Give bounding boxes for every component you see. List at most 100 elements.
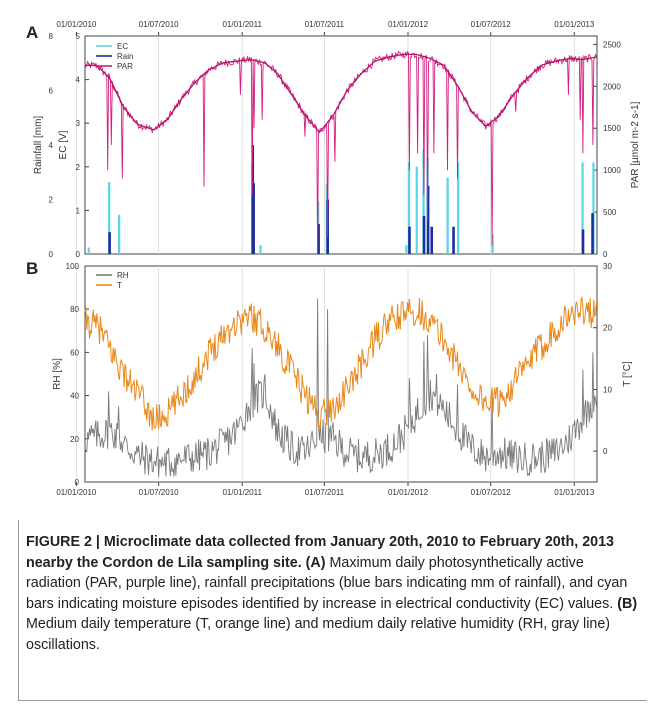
panel-a-top-tick-label: 01/07/2012 xyxy=(471,20,512,29)
panel-b-bottom-x-ticks: 01/01/2010 01/07/2010 01/01/2011 01/07/2011… xyxy=(56,482,595,497)
panel-b-bottom-tick-label: 01/07/2011 xyxy=(305,488,345,497)
panel-a-top-tick-label: 01/01/2010 xyxy=(56,20,97,29)
ec-bar xyxy=(592,162,595,254)
panel-b-t-axis: 0 10 20 30 xyxy=(593,262,612,456)
panel-a-par-tick-label: 500 xyxy=(603,208,617,217)
panel-b-rh-tick-label: 40 xyxy=(70,392,79,401)
panel-a-legend-label: EC xyxy=(117,42,128,51)
caption-title: FIGURE 2 | Microclimate data collected f… xyxy=(26,534,615,571)
panel-a-top-tick-label: 01/07/2011 xyxy=(305,20,345,29)
panel-a: A 01/01/2010 01/07/2010 01/01/2011 01/07/20… xyxy=(26,20,641,259)
figure-caption: FIGURE 2 | Microclimate data collected f… xyxy=(26,532,638,655)
panel-b-label: B xyxy=(26,259,38,278)
panel-a-ec-tick-label: 5 xyxy=(76,32,81,41)
panel-a-label: A xyxy=(26,23,38,42)
panel-a-par-ylabel: PAR [µmol m-2 s-1] xyxy=(630,101,641,188)
rain-bar xyxy=(252,183,255,254)
panel-a-rain-axis: 0 2 4 6 8 xyxy=(49,32,54,259)
panel-b-rh-tick-label: 0 xyxy=(75,478,80,487)
panel-b-t-tick-label: 30 xyxy=(603,262,612,271)
par-trend-line xyxy=(85,53,596,134)
panel-a-par-line xyxy=(84,50,597,250)
rain-bar xyxy=(408,226,411,254)
ec-bar xyxy=(491,234,494,254)
ec-bar xyxy=(259,245,262,254)
ec-bar xyxy=(456,162,460,254)
panel-b-bottom-tick-label: 01/01/2010 xyxy=(56,488,97,497)
panel-b-bottom-tick-label: 01/01/2013 xyxy=(554,488,595,497)
ec-bar xyxy=(415,166,418,254)
panel-a-top-x-ticks: 01/01/2010 01/07/2010 01/01/2011 01/07/2011… xyxy=(56,20,595,36)
caption-label-a: (A) xyxy=(305,554,326,571)
panel-a-rain-ylabel: Rainfall [mm] xyxy=(33,116,44,175)
panel-b-rh-ylabel: RH [%] xyxy=(52,358,63,390)
panel-a-gridlines xyxy=(75,36,575,254)
panel-a-par-tick-label: 2000 xyxy=(603,82,621,91)
panel-a-par-tick-label: 1500 xyxy=(603,124,621,133)
panel-b-bottom-tick-label: 01/01/2011 xyxy=(222,488,262,497)
rain-bar xyxy=(591,213,594,254)
ec-bar xyxy=(87,247,90,254)
ec-bar xyxy=(108,182,111,254)
rain-bar xyxy=(452,226,455,254)
caption-text-a: Maximum daily photosynthetically active … xyxy=(26,554,628,612)
panel-a-legend-label: Rain xyxy=(117,52,133,61)
panel-b-bottom-tick-label: 01/01/2012 xyxy=(388,488,429,497)
panel-b-bottom-tick-label: 01/07/2010 xyxy=(139,488,180,497)
rain-bar xyxy=(581,229,585,254)
panel-b-t-ylabel: T [°C] xyxy=(622,361,633,387)
ec-bar xyxy=(422,149,425,254)
rain-bar xyxy=(426,185,430,254)
panel-b-rh-tick-label: 20 xyxy=(70,435,79,444)
panel-a-rain-tick-label: 4 xyxy=(49,141,54,150)
panel-b-t-tick-label: 0 xyxy=(603,447,608,456)
rh-series-line xyxy=(84,298,597,478)
panel-b-rh-tick-label: 60 xyxy=(70,348,79,357)
panel-a-rain-tick-label: 0 xyxy=(49,250,54,259)
panel-a-ec-tick-label: 2 xyxy=(76,163,81,172)
rain-bar xyxy=(430,226,434,254)
panel-b-legend: RHT xyxy=(96,271,129,290)
panel-a-ec-tick-label: 1 xyxy=(76,206,81,215)
caption-label-b: (B) xyxy=(617,595,638,612)
panel-a-rain-tick-label: 2 xyxy=(49,196,54,205)
panel-b-plot-area xyxy=(84,265,598,483)
rain-bar xyxy=(317,224,320,254)
ec-bar xyxy=(405,245,408,254)
panel-a-top-tick-label: 01/01/2013 xyxy=(554,20,595,29)
panel-a-rain-tick-label: 6 xyxy=(49,87,54,96)
panel-a-rain-bars xyxy=(108,145,594,254)
panel-b-rh-tick-label: 80 xyxy=(70,305,79,314)
panel-a-ec-bars xyxy=(87,149,595,254)
panel-a-top-tick-label: 01/07/2010 xyxy=(139,20,180,29)
rain-bar xyxy=(422,215,426,254)
panel-a-ec-tick-label: 4 xyxy=(76,76,81,85)
panel-a-par-tick-label: 0 xyxy=(603,250,608,259)
panel-b: B 0 20 40 60 80 100 0 10 20 30 01/01/2010 01/07/2… xyxy=(26,259,633,497)
panel-a-ec-axis: 0 1 2 3 4 5 xyxy=(76,32,89,259)
panel-a-top-tick-label: 01/01/2012 xyxy=(388,20,429,29)
panel-a-par-tick-label: 2500 xyxy=(603,40,621,49)
t-series-line xyxy=(84,295,597,431)
ec-bar xyxy=(407,162,411,254)
panel-a-par-tick-label: 1000 xyxy=(603,166,621,175)
caption-text-b: Medium daily temperature (T, orange line… xyxy=(26,616,611,653)
rain-bar xyxy=(108,232,111,254)
caption-frame xyxy=(18,520,647,701)
par-series-line xyxy=(84,50,597,250)
panel-a-ec-ylabel: EC [V] xyxy=(58,130,69,159)
panel-b-rh-line xyxy=(84,298,597,478)
panel-a-rain-tick-label: 8 xyxy=(49,32,54,41)
panel-b-t-tick-label: 20 xyxy=(603,324,612,333)
panel-a-plot-area xyxy=(84,35,598,255)
panel-b-legend-label: T xyxy=(117,281,122,290)
panel-b-legend-label: RH xyxy=(117,271,129,280)
panel-b-t-line xyxy=(84,295,597,431)
ec-bar xyxy=(118,214,121,254)
panel-b-t-tick-label: 10 xyxy=(603,385,612,394)
panel-b-rh-axis: 0 20 40 60 80 100 xyxy=(66,262,89,487)
panel-b-rh-tick-label: 100 xyxy=(66,262,80,271)
panel-a-ec-tick-label: 3 xyxy=(76,119,81,128)
